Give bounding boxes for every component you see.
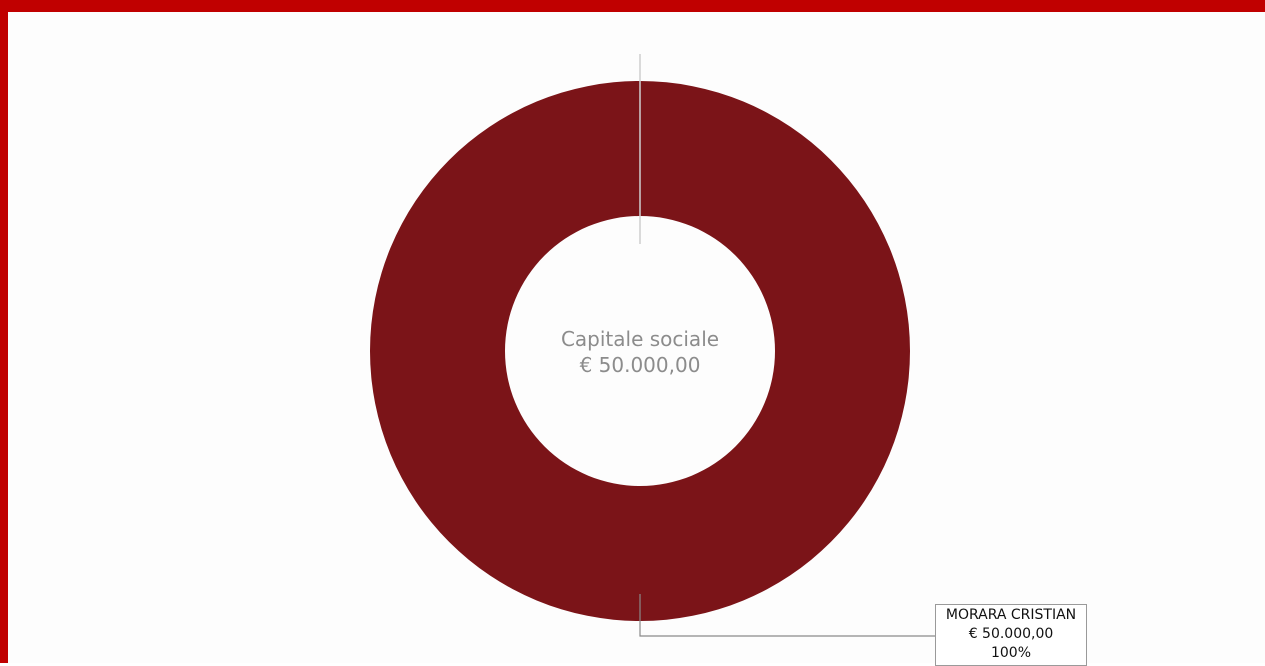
top-accent-bar <box>0 0 1265 12</box>
label-leader-line <box>639 594 935 637</box>
slice-label-name: MORARA CRISTIAN <box>945 607 1077 623</box>
slice-label-percent: 100% <box>990 645 1032 661</box>
donut-slices <box>370 81 910 621</box>
slice-label-box: MORARA CRISTIAN € 50.000,00 100% <box>935 604 1087 666</box>
center-value: € 50.000,00 <box>580 353 701 377</box>
donut-slice-0[interactable] <box>370 81 910 621</box>
slice-label-value: € 50.000,00 <box>968 626 1054 642</box>
left-accent-bar <box>0 0 8 663</box>
center-title: Capitale sociale <box>561 327 719 351</box>
